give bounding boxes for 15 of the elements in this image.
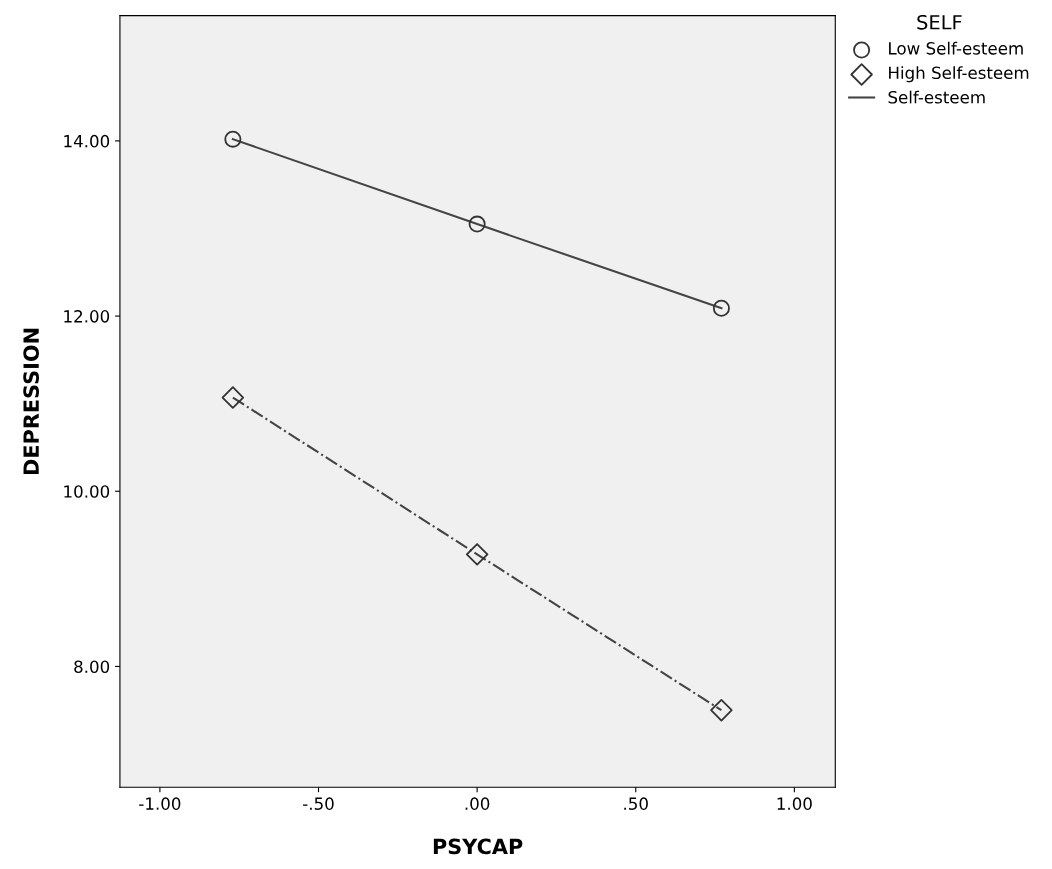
legend-label: Self-esteem (888, 90, 985, 104)
x-tick-label: .00 (465, 797, 490, 810)
y-tick-label: 8.00 (74, 660, 110, 674)
x-axis-title: PSYCAP (433, 838, 523, 855)
legend-label: High Self-esteem (889, 66, 1029, 83)
x-tick-label: 1.00 (777, 797, 812, 810)
legend-label: Low Self-esteem (889, 41, 1023, 55)
x-tick-label: .50 (624, 797, 648, 810)
y-tick-label: 12.00 (64, 310, 110, 323)
legend-title: SELF (917, 14, 962, 30)
y-tick-label: 10.00 (64, 485, 110, 498)
y-axis-title: DEPRESSION (23, 328, 40, 475)
x-tick-label: -.50 (303, 797, 334, 810)
y-tick-label: 14.00 (64, 134, 110, 148)
x-tick-label: -1.00 (139, 797, 181, 810)
